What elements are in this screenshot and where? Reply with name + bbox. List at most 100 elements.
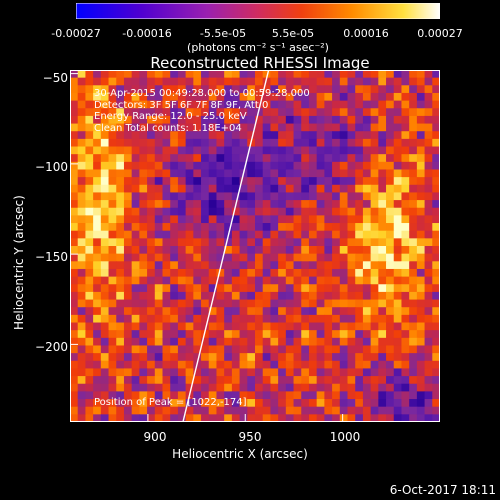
heatmap-cell	[355, 307, 364, 316]
heatmap-cell	[355, 154, 364, 163]
heatmap-cell	[185, 161, 194, 171]
heatmap-cell	[185, 276, 194, 285]
heatmap-cell	[85, 253, 94, 262]
heatmap-cell	[285, 276, 295, 285]
heatmap-cell	[154, 399, 164, 408]
heatmap-cell	[208, 115, 218, 125]
heatmap-cell	[77, 314, 87, 324]
heatmap-cell	[154, 85, 164, 94]
heatmap-cell	[386, 223, 395, 232]
heatmap-cell	[224, 115, 233, 125]
heatmap-cell	[100, 238, 110, 247]
heatmap-cell	[301, 391, 310, 400]
heatmap-cell	[401, 383, 410, 392]
heatmap-cell	[208, 70, 218, 79]
heatmap-cell	[177, 70, 187, 79]
heatmap-cell	[308, 246, 318, 255]
heatmap-cell	[139, 307, 148, 316]
heatmap-cell	[432, 353, 440, 362]
heatmap-cell	[193, 131, 202, 140]
heatmap-cell	[370, 85, 379, 94]
heatmap-cell	[386, 85, 395, 94]
heatmap-cell	[316, 177, 325, 186]
heatmap-cell	[393, 406, 403, 415]
heatmap-cell	[131, 383, 140, 392]
heatmap-cell	[308, 138, 318, 148]
heatmap-cell	[247, 284, 256, 293]
heatmap-cell	[177, 345, 187, 354]
heatmap-cell	[231, 131, 241, 140]
heatmap-cell	[139, 200, 148, 209]
heatmap-cell	[177, 161, 187, 171]
heatmap-cell	[308, 223, 318, 232]
heatmap-cell	[147, 360, 156, 370]
heatmap-cell	[432, 330, 440, 339]
heatmap-cell	[123, 345, 133, 354]
heatmap-cell	[270, 307, 279, 316]
heatmap-cell	[278, 261, 287, 270]
heatmap-cell	[347, 314, 356, 324]
heatmap-cell	[139, 376, 148, 385]
heatmap-cell	[154, 200, 164, 209]
heatmap-cell	[147, 100, 156, 109]
heatmap-cell	[100, 192, 110, 201]
heatmap-cell	[93, 138, 102, 148]
heatmap-cell	[108, 138, 117, 148]
heatmap-cell	[386, 77, 395, 86]
heatmap-cell	[285, 284, 295, 293]
heatmap-cell	[70, 70, 79, 79]
heatmap-cell	[131, 100, 140, 109]
heatmap-cell	[332, 406, 341, 415]
heatmap-cell	[278, 360, 287, 370]
heatmap-cell	[193, 299, 202, 308]
heatmap-cell	[255, 70, 264, 79]
heatmap-cell	[416, 146, 426, 155]
heatmap-cell	[285, 146, 295, 155]
heatmap-cell	[239, 108, 248, 117]
heatmap-cell	[339, 391, 349, 400]
heatmap-cell	[216, 307, 225, 316]
heatmap-cell	[324, 268, 333, 278]
heatmap-cell	[131, 399, 140, 408]
heatmap-cell	[301, 115, 310, 125]
heatmap-cell	[154, 314, 164, 324]
heatmap-cell	[185, 299, 194, 308]
heatmap-cell	[247, 146, 256, 155]
heatmap-cell	[193, 238, 202, 247]
heatmap-cell	[432, 215, 440, 224]
heatmap-cell	[231, 92, 241, 102]
heatmap-cell	[270, 223, 279, 232]
heatmap-cell	[154, 345, 164, 354]
heatmap-cell	[116, 391, 125, 400]
heatmap-cell	[177, 314, 187, 324]
heatmap-cell	[224, 391, 233, 400]
heatmap-cell	[378, 337, 387, 347]
heatmap-cell	[339, 414, 349, 422]
heatmap-cell	[409, 299, 418, 308]
heatmap-cell	[416, 192, 426, 201]
heatmap-cell	[416, 299, 426, 308]
heatmap-cell	[424, 200, 433, 209]
heatmap-cell	[424, 207, 433, 216]
heatmap-cell	[362, 184, 372, 194]
heatmap-cell	[154, 146, 164, 155]
heatmap-cell	[108, 291, 117, 301]
heatmap-cell	[239, 261, 248, 270]
heatmap-cell	[208, 261, 218, 270]
heatmap-cell	[424, 368, 433, 377]
heatmap-cell	[162, 200, 171, 209]
heatmap-cell	[432, 345, 440, 354]
heatmap-cell	[255, 77, 264, 86]
heatmap-cell	[147, 353, 156, 362]
heatmap-cell	[262, 184, 272, 194]
heatmap-cell	[416, 399, 426, 408]
heatmap-cell	[301, 261, 310, 270]
heatmap-cell	[154, 238, 164, 247]
heatmap-cell	[293, 230, 302, 239]
heatmap-cell	[432, 268, 440, 278]
heatmap-cell	[332, 414, 341, 422]
heatmap-cell	[201, 207, 210, 216]
heatmap-cell	[424, 414, 433, 422]
heatmap-cell	[100, 123, 110, 132]
heatmap-cell	[100, 138, 110, 148]
